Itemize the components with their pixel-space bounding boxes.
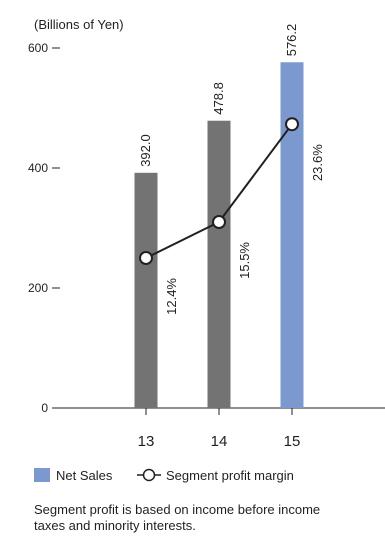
bar-13: [134, 172, 158, 408]
chart: (Billions of Yen) 0 200 400 600 13 14 15 392.0…: [28, 17, 385, 483]
y-tick-label-400: 400: [28, 161, 48, 175]
footnote-line-1: Segment profit is based on income before…: [34, 502, 321, 517]
x-tick-label-13: 13: [138, 433, 155, 450]
legend-bar-swatch: [34, 468, 50, 482]
margin-marker-14: [212, 215, 226, 229]
x-tick-label-14: 14: [211, 433, 228, 450]
margin-marker-13: [139, 251, 153, 265]
bar-labels: 392.0 478.8 576.2: [138, 24, 299, 167]
legend: Net Sales Segment profit margin: [34, 468, 294, 483]
bar-value-label-15: 576.2: [284, 24, 299, 57]
footnote-line-2: taxes and minority interests.: [34, 518, 196, 533]
bar-value-label-14: 478.8: [211, 82, 226, 115]
margin-label-15: 23.6%: [310, 144, 325, 181]
legend-line-label: Segment profit margin: [166, 468, 294, 483]
y-tick-label-600: 600: [28, 41, 48, 55]
legend-bar-label: Net Sales: [56, 468, 113, 483]
margin-label-13: 12.4%: [164, 278, 179, 315]
bar-15: [280, 62, 304, 408]
footnote: Segment profit is based on income before…: [34, 502, 385, 534]
margin-line: 12.4% 15.5% 23.6%: [139, 117, 325, 315]
y-tick-label-0: 0: [41, 401, 48, 415]
x-tick-label-15: 15: [284, 433, 301, 450]
margin-label-14: 15.5%: [237, 242, 252, 279]
margin-marker-15: [285, 117, 299, 132]
bar-14: [207, 120, 231, 408]
axes: 0 200 400 600 13 14 15: [28, 41, 385, 450]
y-tick-label-200: 200: [28, 281, 48, 295]
bar-value-label-13: 392.0: [138, 134, 153, 167]
legend-line-marker: [142, 468, 156, 482]
bars: [134, 62, 304, 408]
unit-label: (Billions of Yen): [34, 17, 124, 32]
